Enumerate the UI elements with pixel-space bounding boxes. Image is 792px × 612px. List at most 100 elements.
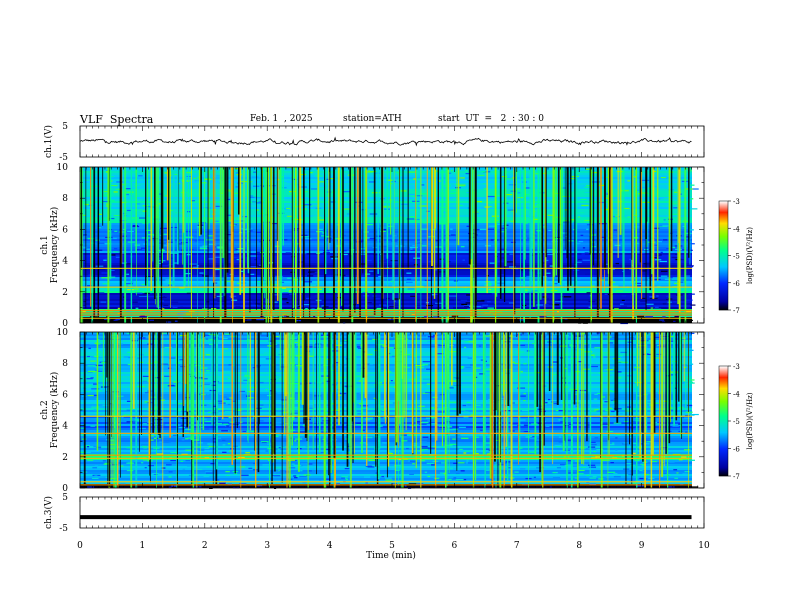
spectrum-speckle (197, 355, 202, 358)
spectrum-speckle (226, 214, 233, 216)
spectrum-speckle (185, 460, 191, 462)
spectrum-speckle (425, 417, 434, 419)
spectrum-speckle (200, 447, 208, 449)
spectrum-row (80, 468, 692, 470)
spectrum-speckle (621, 443, 628, 445)
spectrum-speckle (153, 473, 158, 476)
spectrum-speckle (368, 170, 371, 172)
spectrum-speckle (148, 296, 157, 298)
spectrum-speckle (179, 287, 185, 289)
colorbar-step (719, 430, 728, 432)
spectrum-speckle (204, 420, 212, 423)
spectrum-speckle (208, 338, 212, 340)
spectrum-speckle (425, 391, 432, 394)
spectrum-speckle (458, 426, 466, 428)
spectrum-speckle (576, 242, 581, 245)
spectrum-speckle (512, 374, 520, 376)
spectrum-speckle (570, 219, 575, 221)
spectrum-speckle (530, 423, 538, 425)
spectrum-speckle (539, 192, 547, 194)
colorbar-step (719, 268, 728, 270)
spectrum-speckle (452, 428, 459, 430)
spectrum-speckle (433, 316, 440, 318)
spectrum-speckle (591, 444, 597, 446)
spectrum-speckle (473, 362, 481, 364)
spectrum-speckle (509, 167, 514, 170)
spectrum-speckle (523, 424, 528, 426)
spectrum-speckle (380, 425, 383, 427)
spectrum-speckle (271, 254, 278, 256)
spectrum-speckle (672, 320, 676, 322)
spectrum-speckle (482, 183, 487, 185)
spectrum-speckle (627, 341, 633, 343)
colorbar-step (719, 217, 728, 219)
spectrum-speckle (80, 335, 86, 337)
spectrum-speckle (591, 175, 599, 177)
spectrum-speckle (107, 311, 114, 313)
x-tick-label: 0 (77, 541, 83, 551)
spectrum-row (80, 448, 692, 450)
spectrum-speckle (560, 421, 565, 423)
spectrum-speckle (299, 173, 307, 176)
spectrum-speckle (98, 351, 102, 353)
spectrum-row (80, 462, 692, 464)
spectrum-speckle (231, 299, 238, 301)
spectrum-speckle (294, 206, 301, 208)
spectrum-speckle (524, 193, 533, 196)
spectrum-speckle (134, 244, 141, 246)
colorbar-step (719, 446, 728, 448)
spectrum-speckle (584, 191, 593, 194)
spectrum-speckle (194, 178, 199, 180)
spectrum-speckle (323, 369, 331, 371)
spectrum-speckle (613, 476, 621, 478)
spectrum-speckle (319, 288, 322, 290)
spectrum-speckle (135, 209, 142, 211)
spectrum-speckle (142, 459, 150, 461)
spectrum-speckle (171, 485, 178, 487)
spectrum-speckle (132, 301, 138, 303)
spectrum-speckle (250, 386, 257, 389)
spectrum-speckle (101, 362, 108, 364)
spectrum-speckle (164, 375, 172, 377)
spectrum-speckle (265, 358, 271, 360)
spectrum-speckle (615, 262, 620, 265)
spectrum-speckle (399, 245, 403, 247)
colorbar-step (719, 244, 728, 246)
spectrum-speckle (245, 436, 249, 438)
colorbar-step (719, 414, 728, 416)
spectrum-speckle (684, 471, 690, 473)
spectrum-speckle (121, 416, 124, 418)
spectrum-speckle (205, 192, 210, 194)
spectrum-speckle (149, 319, 155, 321)
spectrum-speckle (356, 422, 361, 424)
spectrum-speckle (605, 410, 609, 412)
spectrum-speckle (109, 276, 116, 278)
spectrum-speckle (162, 265, 169, 267)
colorbar-step (719, 235, 728, 237)
spectrum-speckle (135, 307, 139, 309)
spectrum-speckle (615, 199, 623, 201)
spectrum-speckle (304, 238, 312, 240)
spectrum-speckle (427, 438, 433, 440)
spectrum-speckle (381, 349, 386, 352)
spectrum-speckle (236, 258, 239, 261)
spectrum-speckle (236, 400, 242, 402)
spectrum-speckle (196, 265, 200, 267)
spectrum-speckle (657, 198, 661, 200)
spectrum-speckle (382, 442, 390, 444)
spectrum-speckle (248, 390, 257, 393)
spectrum-row (80, 313, 692, 315)
spectrum-speckle (526, 275, 532, 278)
spectrum-speckle (545, 402, 548, 404)
spectrum-speckle (234, 220, 241, 222)
colorbar-step (719, 475, 728, 477)
spectrum-speckle (90, 425, 96, 427)
spectrum-speckle (197, 446, 202, 448)
spectrum-speckle (286, 167, 292, 169)
spectrum-speckle (312, 215, 321, 218)
spectrum-speckle (691, 486, 699, 488)
spectrum-speckle (674, 477, 678, 479)
spectrum-speckle (87, 394, 95, 397)
spectrum-speckle (336, 483, 341, 485)
spectrum-speckle (159, 262, 162, 265)
